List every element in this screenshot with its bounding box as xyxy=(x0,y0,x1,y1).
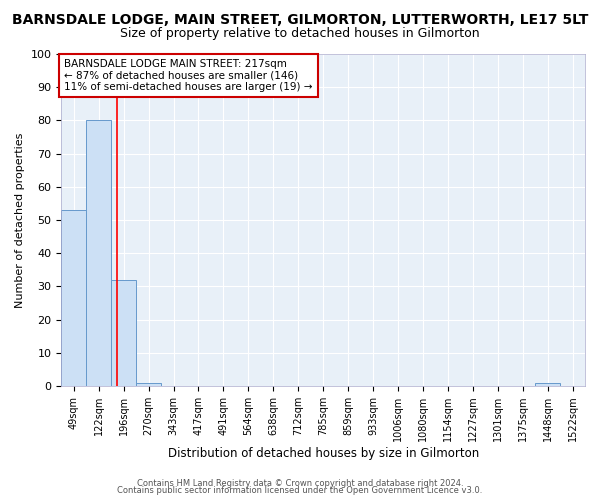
Text: BARNSDALE LODGE MAIN STREET: 217sqm
← 87% of detached houses are smaller (146)
1: BARNSDALE LODGE MAIN STREET: 217sqm ← 87… xyxy=(64,59,313,92)
Text: Contains HM Land Registry data © Crown copyright and database right 2024.: Contains HM Land Registry data © Crown c… xyxy=(137,478,463,488)
Bar xyxy=(535,383,560,386)
Bar xyxy=(136,383,161,386)
Bar xyxy=(86,120,111,386)
Bar xyxy=(61,210,86,386)
X-axis label: Distribution of detached houses by size in Gilmorton: Distribution of detached houses by size … xyxy=(167,447,479,460)
Text: BARNSDALE LODGE, MAIN STREET, GILMORTON, LUTTERWORTH, LE17 5LT: BARNSDALE LODGE, MAIN STREET, GILMORTON,… xyxy=(12,12,588,26)
Text: Size of property relative to detached houses in Gilmorton: Size of property relative to detached ho… xyxy=(120,28,480,40)
Bar xyxy=(111,280,136,386)
Text: Contains public sector information licensed under the Open Government Licence v3: Contains public sector information licen… xyxy=(118,486,482,495)
Y-axis label: Number of detached properties: Number of detached properties xyxy=(15,132,25,308)
